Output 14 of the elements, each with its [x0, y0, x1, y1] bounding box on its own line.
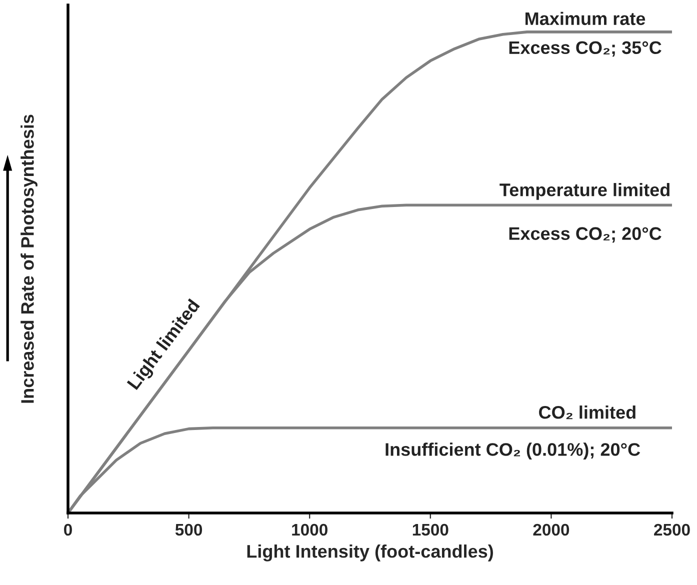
x-tick-label: 1500 [412, 524, 448, 536]
annotation: Insufficient CO₂ (0.01%); 20°C [386, 442, 640, 460]
text: Maximum rate [526, 12, 646, 26]
x-tick-label: 0 [64, 524, 72, 536]
x-tick-label: 2500 [654, 524, 690, 536]
x-tick-label: 500 [175, 524, 202, 536]
y-axis-title: Increased Rate of Photosynthesis [20, 114, 38, 403]
x-tick-label: 1000 [292, 524, 328, 536]
x-tick-label: 2000 [533, 524, 570, 536]
annotation: CO₂ limited [539, 406, 636, 420]
annotation: Excess CO₂; 35°C [509, 41, 662, 57]
annotation: Excess CO₂; 20°C [509, 227, 662, 243]
x-axis-title: Light Intensity (foot-candles) [247, 544, 493, 562]
annotation: Temperature limited [500, 183, 670, 200]
